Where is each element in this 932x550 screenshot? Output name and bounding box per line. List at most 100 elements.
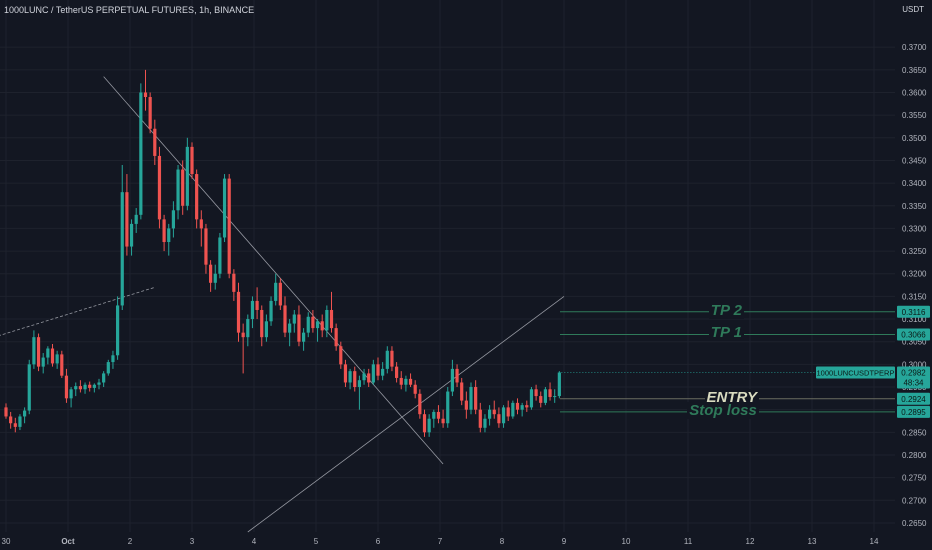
candle-down bbox=[157, 155, 162, 220]
candle-up bbox=[488, 409, 492, 419]
candle-down bbox=[497, 414, 501, 424]
trendline bbox=[247, 296, 565, 533]
candle-down bbox=[441, 418, 445, 424]
candle-down bbox=[195, 174, 199, 220]
candle-up bbox=[302, 332, 306, 342]
candle-up bbox=[446, 391, 450, 424]
candle-down bbox=[478, 409, 482, 428]
x-tick-label: 30 bbox=[2, 537, 11, 546]
candle-down bbox=[390, 350, 394, 367]
current-price-tag bbox=[897, 366, 930, 389]
candle-up bbox=[222, 178, 227, 238]
candle-down bbox=[413, 384, 417, 394]
candle-down bbox=[408, 378, 413, 385]
candle-up bbox=[69, 389, 73, 399]
candle-up bbox=[167, 228, 171, 243]
candle-up bbox=[46, 348, 50, 358]
symbol-tag-text: 1000LUNCUSDTPERP bbox=[817, 369, 895, 378]
candle-down bbox=[148, 97, 152, 129]
price-tag bbox=[897, 305, 930, 318]
price-tags: 0.3116 0.3066 0.2924 0.2895 1000LUNCUSDTPERP… bbox=[816, 305, 930, 418]
candle-down bbox=[181, 169, 185, 206]
y-tick-label: 0.3550 bbox=[902, 111, 927, 120]
candle-down bbox=[395, 366, 399, 378]
candle-up bbox=[218, 237, 222, 274]
level-label: Stop loss bbox=[687, 401, 759, 419]
x-tick-label: Oct bbox=[61, 537, 75, 546]
grid bbox=[0, 0, 895, 532]
axis-unit: USDT bbox=[902, 5, 924, 14]
candle-up bbox=[134, 214, 138, 224]
candle-up bbox=[171, 210, 175, 229]
candle-up bbox=[213, 273, 217, 283]
candle-up bbox=[385, 350, 389, 369]
candle-up bbox=[83, 384, 87, 390]
x-tick-label: 13 bbox=[808, 537, 817, 546]
y-tick-label: 0.3450 bbox=[902, 156, 927, 165]
candle-up bbox=[292, 314, 296, 324]
y-tick-label: 0.2650 bbox=[902, 519, 927, 528]
y-tick-label: 0.3000 bbox=[902, 360, 927, 369]
current-price-text: 0.2982 bbox=[901, 369, 926, 378]
x-tick-label: 8 bbox=[500, 537, 505, 546]
trendlines[interactable] bbox=[0, 76, 565, 533]
candle-down bbox=[9, 416, 13, 424]
candle-down bbox=[283, 305, 287, 333]
y-tick-label: 0.3100 bbox=[902, 315, 927, 324]
y-tick-label: 0.3200 bbox=[902, 270, 927, 279]
y-tick-label: 0.3050 bbox=[902, 338, 927, 347]
x-tick-label: 12 bbox=[746, 537, 755, 546]
price-tag-text: 0.2924 bbox=[901, 395, 926, 404]
candle-down bbox=[236, 291, 241, 333]
candle-down bbox=[199, 219, 203, 229]
candle-up bbox=[185, 146, 189, 206]
candle-down bbox=[460, 382, 464, 401]
candle-up bbox=[306, 316, 310, 333]
candle-up bbox=[557, 372, 561, 397]
candle-down bbox=[525, 405, 529, 408]
y-tick-label: 0.2700 bbox=[902, 496, 927, 505]
x-tick-label: 5 bbox=[314, 537, 319, 546]
candle-down bbox=[506, 407, 510, 417]
candle-up bbox=[102, 373, 106, 383]
y-tick-label: 0.3650 bbox=[902, 66, 927, 75]
candle-down bbox=[455, 368, 459, 383]
candle-up bbox=[139, 92, 143, 215]
y-tick-label: 0.3600 bbox=[902, 88, 927, 97]
candle-down bbox=[353, 371, 357, 388]
candle-down bbox=[241, 332, 245, 338]
time-axis[interactable]: 30 Oct 2 3 4 5 6 7 8 9 10 11 12 13 14 bbox=[2, 537, 879, 546]
candle-down bbox=[125, 192, 129, 247]
candle-down bbox=[367, 373, 371, 383]
x-tick-label: 3 bbox=[190, 537, 195, 546]
candle-down bbox=[190, 146, 194, 175]
candle-up bbox=[106, 362, 110, 374]
candle-down bbox=[320, 321, 324, 331]
candle-up bbox=[483, 418, 487, 428]
x-tick-label: 14 bbox=[870, 537, 879, 546]
trendline bbox=[0, 286, 155, 336]
candle-up bbox=[371, 364, 375, 383]
candle-up bbox=[97, 382, 101, 385]
candle-down bbox=[88, 384, 92, 388]
candle-down bbox=[474, 387, 478, 410]
candle-down bbox=[153, 128, 157, 156]
candle-down bbox=[50, 348, 55, 364]
candle-down bbox=[399, 377, 403, 385]
y-tick-label: 0.2800 bbox=[902, 451, 927, 460]
candle-down bbox=[329, 309, 334, 329]
level-label: ENTRY bbox=[704, 388, 760, 406]
candle-down bbox=[534, 389, 538, 397]
candle-up bbox=[529, 389, 534, 408]
candle-up bbox=[381, 368, 385, 376]
candle-up bbox=[23, 410, 27, 417]
candle-up bbox=[55, 354, 59, 364]
candle-down bbox=[13, 423, 17, 427]
candle-up bbox=[511, 402, 515, 417]
candle-down bbox=[339, 346, 343, 365]
candle-down bbox=[492, 409, 496, 415]
candle-up bbox=[111, 355, 115, 363]
trendline bbox=[103, 76, 444, 465]
